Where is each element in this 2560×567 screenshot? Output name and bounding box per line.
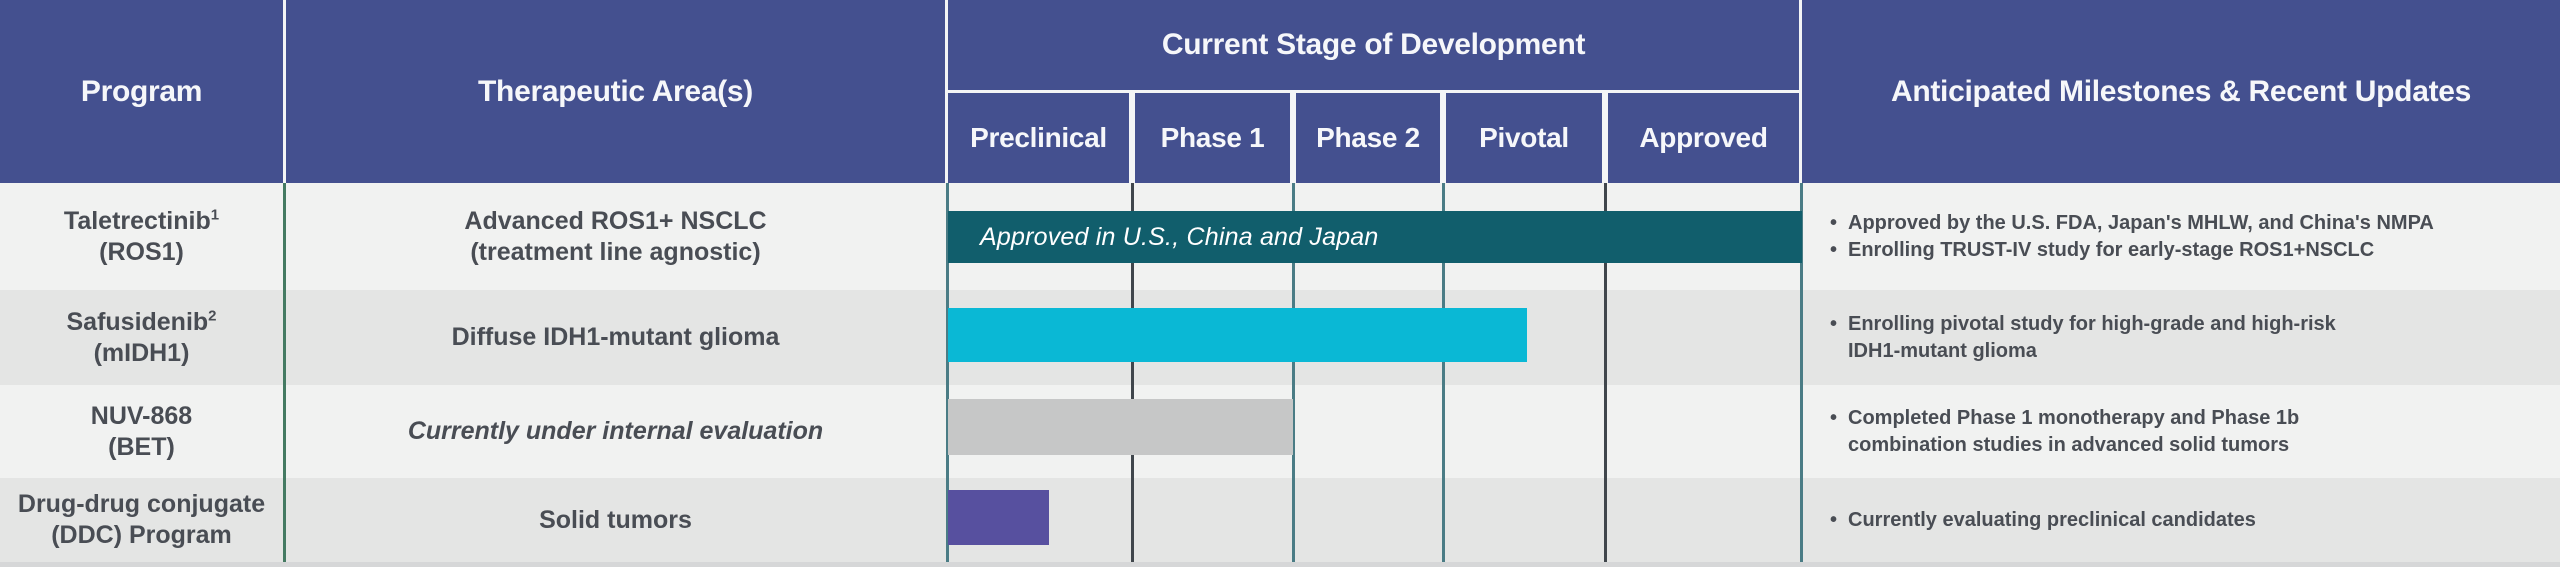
milestone-line: Approved by the U.S. FDA, Japan's MHLW, … xyxy=(1848,211,2434,234)
program-cell: Taletrectinib1 (ROS1) xyxy=(0,183,283,290)
stage-label-pivotal: Pivotal xyxy=(1479,122,1569,153)
stage-bar-label: Approved in U.S., China and Japan xyxy=(980,222,1379,251)
bullet-icon: • xyxy=(1830,211,1838,234)
stage-label-phase2: Phase 2 xyxy=(1316,122,1420,153)
milestones-list: • Completed Phase 1 monotherapy and Phase… xyxy=(1826,405,2299,459)
gridline-stage-start xyxy=(946,183,949,562)
stage-label-preclinical: Preclinical xyxy=(970,122,1107,153)
header-stage-pivotal: Pivotal xyxy=(1446,93,1602,183)
milestones-cell: • Currently evaluating preclinical candid… xyxy=(1826,478,2546,562)
program-name: Drug-drug conjugate xyxy=(17,490,266,518)
milestone-item: • Enrolling pivotal study for high-grade … xyxy=(1826,311,2336,365)
table-row-ddc-program: Drug-drug conjugate (DDC) Program Solid … xyxy=(0,478,2560,562)
header-program: Program xyxy=(0,0,283,183)
therapeutic-line: Currently under internal evaluation xyxy=(407,417,824,445)
milestones-cell: • Approved by the U.S. FDA, Japan's MHLW,… xyxy=(1826,183,2546,290)
program-target: (ROS1) xyxy=(99,237,184,266)
therapeutic-line: Advanced ROS1+ NSCLC xyxy=(464,206,767,235)
bullet-icon: • xyxy=(1830,312,1838,335)
milestone-line: Completed Phase 1 monotherapy and Phase … xyxy=(1848,406,2300,429)
milestones-list: • Approved by the U.S. FDA, Japan's MHLW,… xyxy=(1826,210,2434,264)
program-cell: Safusidenib2 (mIDH1) xyxy=(0,290,283,385)
gridline-preclinical-phase1 xyxy=(1131,183,1134,562)
program-name: Safusidenib2 xyxy=(66,307,217,336)
milestone-line: Enrolling TRUST-IV study for early-stage… xyxy=(1848,238,2375,261)
stage-bar-safusidenib xyxy=(948,308,1528,362)
header-stage-group: Current Stage of Development xyxy=(948,0,1799,90)
program-cell: Drug-drug conjugate (DDC) Program xyxy=(0,478,283,562)
header-stage-group-label: Current Stage of Development xyxy=(1161,28,1586,61)
table-header: Program Therapeutic Area(s) Current Stag… xyxy=(0,0,2560,183)
milestone-item: • Currently evaluating preclinical candid… xyxy=(1826,507,2256,534)
header-milestones: Anticipated Milestones & Recent Updates xyxy=(1802,0,2560,183)
footnote-marker: 1 xyxy=(210,206,220,224)
footnote-marker: 2 xyxy=(208,307,217,325)
program-name: Taletrectinib1 xyxy=(63,206,220,235)
gridline-phase2-pivotal xyxy=(1442,183,1445,562)
stage-label-phase1: Phase 1 xyxy=(1160,122,1265,153)
therapeutic-cell: Solid tumors xyxy=(286,478,945,562)
therapeutic-cell: Currently under internal evaluation xyxy=(286,385,945,478)
therapeutic-cell: Advanced ROS1+ NSCLC (treatment line agn… xyxy=(286,183,945,290)
milestone-item: • Completed Phase 1 monotherapy and Phase… xyxy=(1826,405,2299,459)
program-target: (BET) xyxy=(108,432,175,461)
therapeutic-cell: Diffuse IDH1-mutant glioma xyxy=(286,290,945,385)
gridline-milestones-divider xyxy=(1800,183,1803,562)
milestones-list: • Enrolling pivotal study for high-grade … xyxy=(1826,311,2336,365)
table-row-safusidenib: Safusidenib2 (mIDH1) Diffuse IDH1-mutant… xyxy=(0,290,2560,385)
header-stage-preclinical: Preclinical xyxy=(948,93,1129,183)
therapeutic-line: (treatment line agnostic) xyxy=(470,237,761,266)
program-target: (DDC) Program xyxy=(51,521,232,549)
header-therapeutic-label: Therapeutic Area(s) xyxy=(478,74,753,108)
gridline-pivotal-approved xyxy=(1604,183,1607,562)
stage-bar-nuv868 xyxy=(948,399,1293,455)
bullet-icon: • xyxy=(1830,406,1838,429)
bullet-icon: • xyxy=(1830,508,1838,531)
milestone-line: combination studies in advanced solid tu… xyxy=(1848,433,2290,456)
header-stage-phase1: Phase 1 xyxy=(1135,93,1290,183)
therapeutic-line: Diffuse IDH1-mutant glioma xyxy=(451,323,780,351)
stage-bar-taletrectinib: Approved in U.S., China and Japan xyxy=(948,211,1802,263)
gridline-program-divider xyxy=(283,183,286,562)
milestones-cell: • Completed Phase 1 monotherapy and Phase… xyxy=(1826,385,2546,478)
milestone-line: Currently evaluating preclinical candida… xyxy=(1848,508,2256,531)
milestones-cell: • Enrolling pivotal study for high-grade … xyxy=(1826,290,2546,385)
program-name: NUV-868 xyxy=(90,401,193,430)
program-target: (mIDH1) xyxy=(93,338,190,367)
header-therapeutic-area: Therapeutic Area(s) xyxy=(286,0,945,183)
milestone-line: Enrolling pivotal study for high-grade a… xyxy=(1848,312,2336,335)
header-milestones-label: Anticipated Milestones & Recent Updates xyxy=(1890,74,2472,108)
header-stage-phase2: Phase 2 xyxy=(1296,93,1440,183)
stage-label-approved: Approved xyxy=(1639,122,1768,153)
header-program-label: Program xyxy=(80,74,203,108)
program-cell: NUV-868 (BET) xyxy=(0,385,283,478)
milestone-item: • Approved by the U.S. FDA, Japan's MHLW,… xyxy=(1826,210,2434,237)
milestone-item: • Enrolling TRUST-IV study for early-stag… xyxy=(1826,237,2434,264)
table-row-taletrectinib: Taletrectinib1 (ROS1) Advanced ROS1+ NSC… xyxy=(0,183,2560,290)
table-bottom-edge xyxy=(0,562,2560,567)
gridline-phase1-phase2 xyxy=(1292,183,1295,562)
milestone-line: IDH1-mutant glioma xyxy=(1848,339,2037,362)
milestones-list: • Currently evaluating preclinical candid… xyxy=(1826,507,2256,534)
therapeutic-line: Solid tumors xyxy=(539,505,692,534)
stage-bar-ddc xyxy=(948,490,1050,545)
bullet-icon: • xyxy=(1830,238,1838,261)
header-stage-approved: Approved xyxy=(1608,93,1799,183)
